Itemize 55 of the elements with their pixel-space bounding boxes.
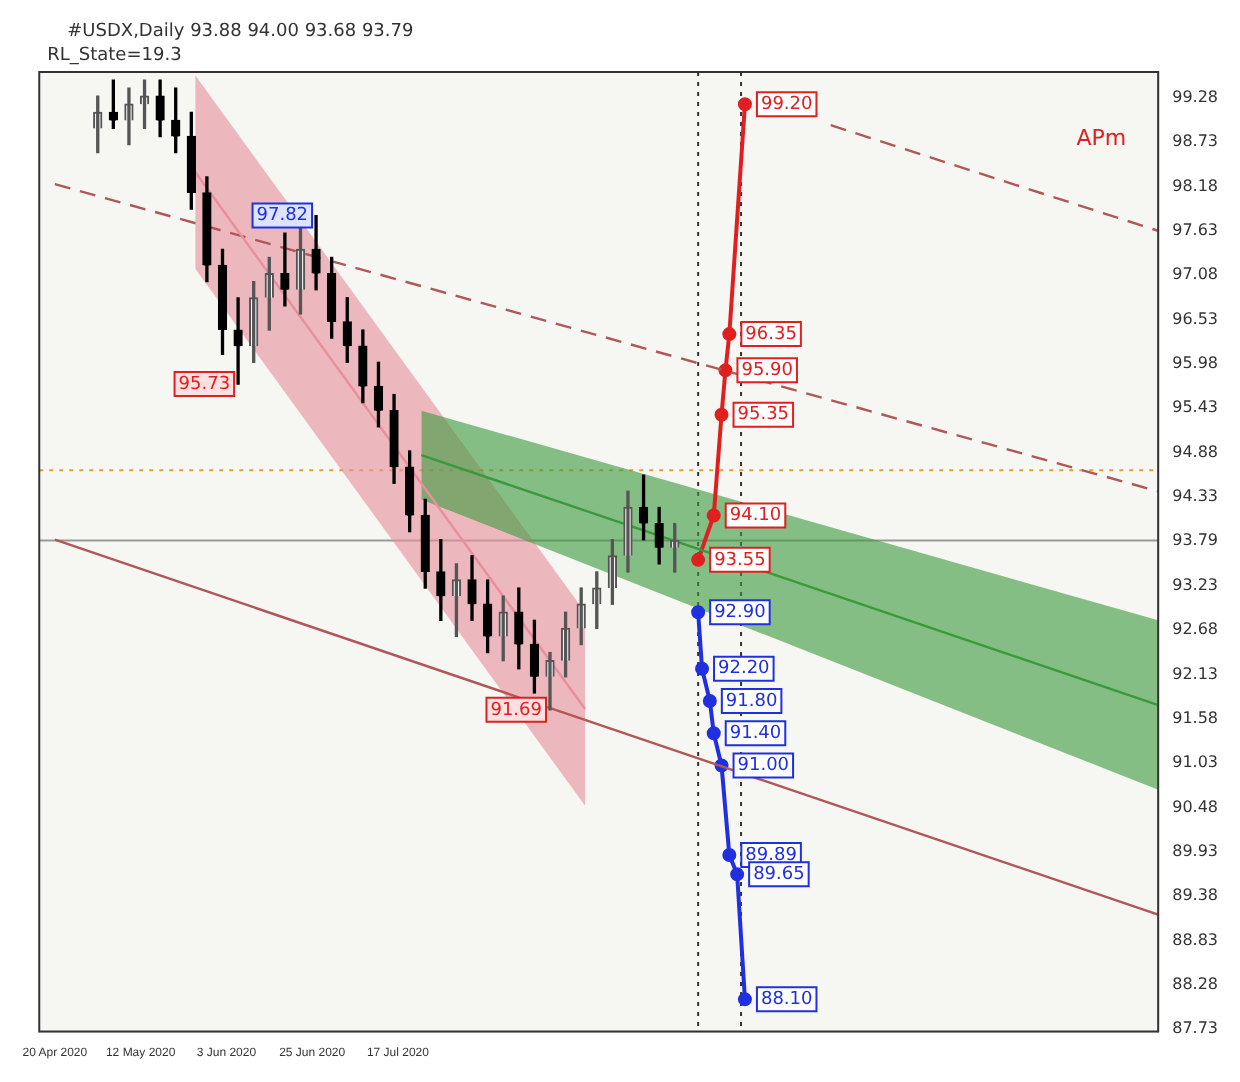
y-tick-label: 98.18 bbox=[1172, 176, 1219, 195]
y-tick-label: 97.63 bbox=[1172, 221, 1219, 240]
point bbox=[714, 407, 729, 422]
data-label: 89.65 bbox=[753, 865, 805, 886]
point bbox=[722, 848, 737, 862]
annotation: 91.69 bbox=[490, 700, 543, 721]
chart-title: #USDX,Daily 93.88 94.00 93.68 93.79 bbox=[67, 21, 414, 42]
point bbox=[730, 867, 745, 882]
y-tick-label: 94.88 bbox=[1172, 442, 1219, 461]
data-label: 91.40 bbox=[729, 723, 782, 744]
data-label: 91.00 bbox=[737, 756, 790, 777]
y-tick-label: 95.43 bbox=[1172, 398, 1219, 417]
point bbox=[702, 693, 717, 708]
point bbox=[722, 327, 737, 342]
annotation: 95.73 bbox=[178, 374, 231, 395]
y-tick-label: 87.73 bbox=[1172, 1019, 1219, 1038]
point bbox=[691, 605, 706, 620]
y-tick-label: 92.68 bbox=[1172, 620, 1219, 639]
point bbox=[706, 726, 721, 741]
text: RL_State=19.3 bbox=[47, 45, 182, 66]
data-label: 95.35 bbox=[737, 405, 790, 426]
y-tick-label: 93.23 bbox=[1172, 575, 1219, 594]
data-label: 99.20 bbox=[760, 94, 814, 115]
y-tick-label: 98.73 bbox=[1172, 132, 1219, 151]
y-tick-label: 89.93 bbox=[1172, 841, 1219, 860]
data-label: 96.35 bbox=[745, 324, 797, 345]
y-tick-label: 88.28 bbox=[1172, 974, 1219, 993]
point bbox=[718, 363, 733, 378]
point bbox=[691, 552, 706, 567]
data-label: 92.20 bbox=[718, 659, 771, 680]
y-tick-label: 91.58 bbox=[1172, 708, 1219, 727]
y-tick-label: 88.83 bbox=[1172, 930, 1219, 949]
data-label: 94.10 bbox=[729, 506, 782, 527]
y-tick-label: 90.48 bbox=[1172, 797, 1219, 816]
y-tick-label: 93.79 bbox=[1172, 530, 1219, 549]
data-label: 95.90 bbox=[741, 361, 794, 382]
data-label: 89.89 bbox=[745, 845, 798, 866]
annotation: 97.82 bbox=[256, 206, 309, 227]
y-tick-label: 91.03 bbox=[1172, 753, 1219, 772]
annotation: APm bbox=[1076, 124, 1127, 151]
y-tick-label: 95.98 bbox=[1172, 354, 1219, 373]
data-label: 92.90 bbox=[714, 602, 767, 623]
y-tick-label: 94.33 bbox=[1172, 487, 1219, 506]
data-label: 88.10 bbox=[760, 990, 814, 1011]
data-label: 93.55 bbox=[714, 550, 766, 571]
point bbox=[695, 661, 710, 676]
point bbox=[737, 97, 752, 112]
data-label: 91.80 bbox=[725, 691, 778, 712]
y-tick-label: 96.53 bbox=[1172, 309, 1219, 328]
y-tick-label: 92.13 bbox=[1172, 664, 1219, 683]
y-tick-label: 89.38 bbox=[1172, 886, 1219, 905]
point bbox=[706, 508, 721, 523]
y-tick-label: 97.08 bbox=[1172, 265, 1219, 284]
y-tick-label: 99.28 bbox=[1172, 87, 1219, 106]
point bbox=[737, 992, 752, 1007]
